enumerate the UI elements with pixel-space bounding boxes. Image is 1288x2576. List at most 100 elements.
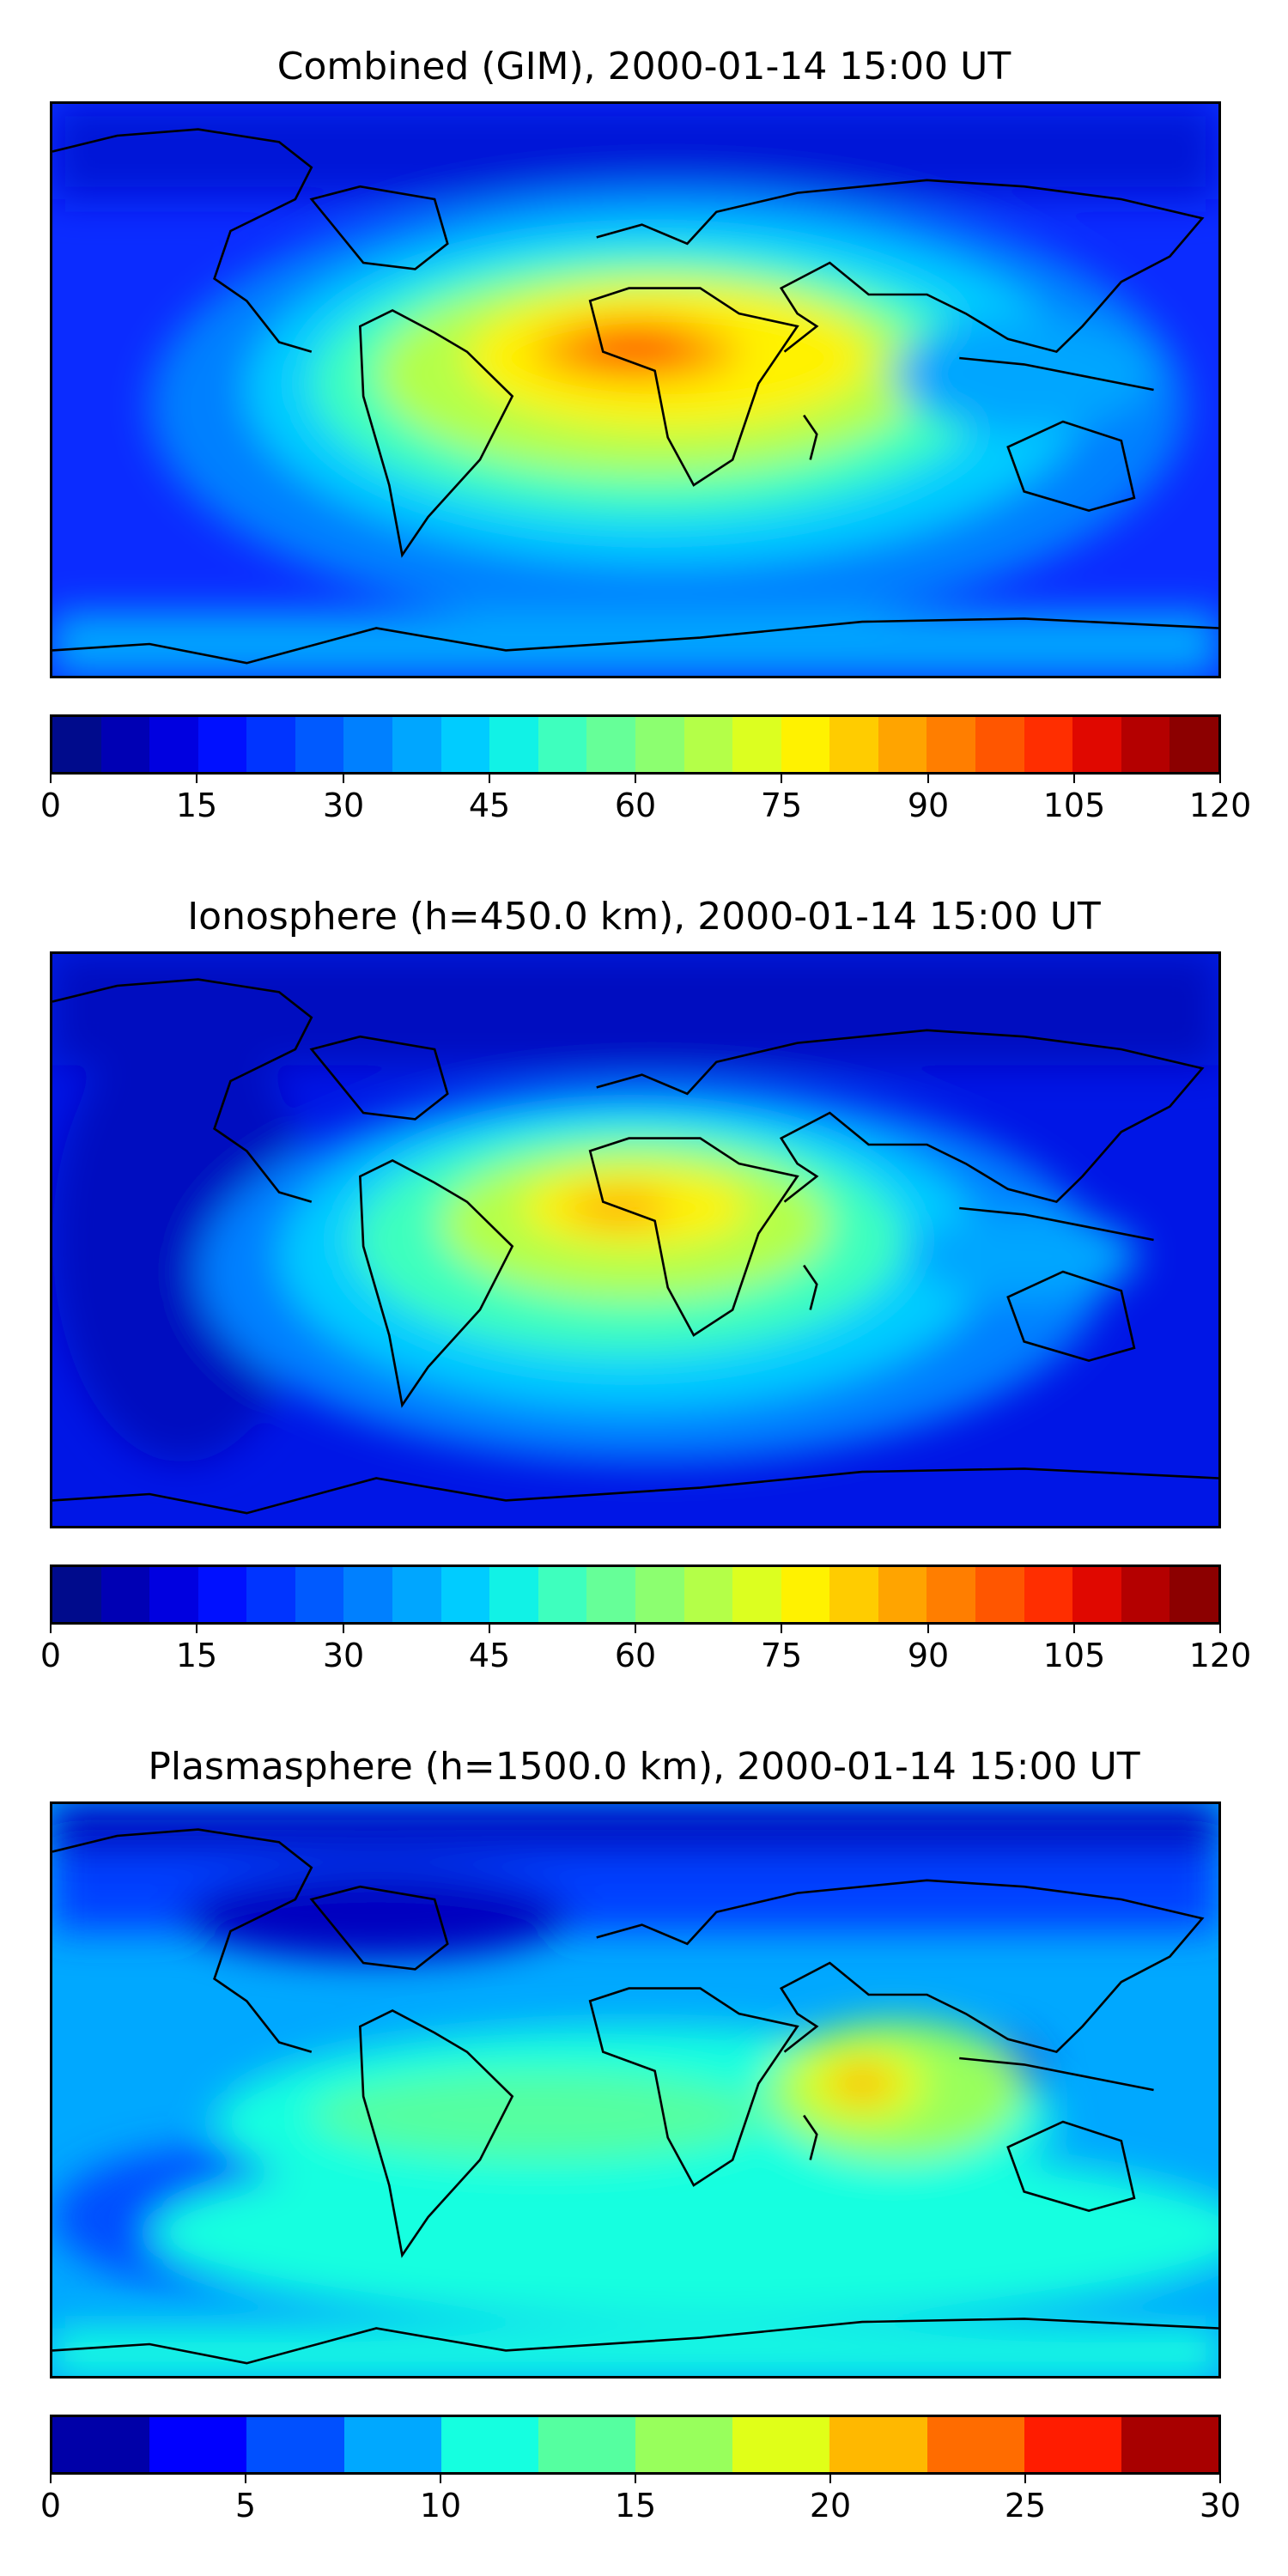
colorbar-tick-label: 90 (907, 1637, 950, 1674)
colorbar-segment (149, 717, 198, 772)
colorbar-segment (246, 717, 295, 772)
colorbar-tick-label: 5 (234, 2487, 257, 2524)
colorbar-segment (1170, 1567, 1218, 1622)
colorbar-tick-label: 60 (614, 1637, 657, 1674)
colorbar-segment (927, 1567, 975, 1622)
colorbar-segment (246, 2417, 344, 2472)
colorbar-segment (829, 717, 878, 772)
colorbar-segment (975, 717, 1024, 772)
colorbar-segment (732, 717, 781, 772)
colorbar-tick-label: 120 (1188, 1637, 1252, 1674)
map-combined-gim (50, 101, 1221, 678)
colorbar-segment (683, 717, 733, 772)
colorbar-tick (927, 775, 929, 783)
colorbar-segment (149, 2417, 247, 2472)
colorbar-tick (1219, 1625, 1221, 1633)
colorbar-segment (732, 1567, 781, 1622)
colorbar-tick-label: 75 (760, 787, 803, 824)
colorbar-segment (538, 1567, 587, 1622)
colorbar-segment (440, 1567, 490, 1622)
map-ionosphere (50, 951, 1221, 1528)
colorbar-tick (1024, 2475, 1026, 2483)
colorbar-segment (732, 2417, 830, 2472)
colorbar-tick (1073, 1625, 1075, 1633)
colorbar-tick-label: 20 (809, 2487, 852, 2524)
colorbar-tick-label: 105 (1042, 787, 1106, 824)
colorbar-segment (1170, 717, 1218, 772)
colorbar-segment (538, 717, 587, 772)
colorbar-plasmasphere (50, 2415, 1221, 2475)
colorbar-tick (927, 1625, 929, 1633)
colorbar-tick (50, 1625, 52, 1633)
colorbar-segment (781, 1567, 830, 1622)
colorbar-tick-label: 30 (322, 1637, 365, 1674)
colorbar-segment (635, 2417, 733, 2472)
colorbar-segment (1121, 717, 1170, 772)
colorbar-segment (1024, 2417, 1121, 2472)
colorbar-segment (197, 1567, 247, 1622)
colorbar-tick-label: 90 (907, 787, 950, 824)
colorbar-segment (295, 1567, 344, 1622)
colorbar-segment (683, 1567, 733, 1622)
colorbar-segment (246, 1567, 295, 1622)
colorbar-segment (343, 717, 393, 772)
colorbar-segment (878, 717, 927, 772)
colorbar-segment (1024, 1567, 1073, 1622)
tec-contour-map (52, 104, 1218, 676)
colorbar-tick (829, 2475, 831, 2483)
colorbar-tick (343, 1625, 344, 1633)
colorbar-tick-label: 105 (1042, 1637, 1106, 1674)
colorbar-tick (50, 2475, 52, 2483)
panel-title-plasmasphere: Plasmasphere (h=1500.0 km), 2000-01-14 1… (148, 1745, 1140, 1789)
colorbar-tick-label: 0 (39, 2487, 62, 2524)
colorbar-tick (781, 1625, 782, 1633)
colorbar-tick (781, 775, 782, 783)
colorbar-tick-label: 25 (1004, 2487, 1047, 2524)
colorbar-segment (52, 2417, 150, 2472)
colorbar-segment (1024, 717, 1073, 772)
colorbar-segment (927, 717, 975, 772)
colorbar-tick-label: 15 (175, 787, 218, 824)
colorbar-tick (196, 1625, 197, 1633)
colorbar-segment (927, 2417, 1024, 2472)
colorbar-segment (392, 717, 441, 772)
colorbar-tick-label: 10 (419, 2487, 462, 2524)
colorbar-segment (52, 1567, 101, 1622)
colorbar-tick-label: 120 (1188, 787, 1252, 824)
colorbar-tick-label: 0 (39, 787, 62, 824)
colorbar-segment (829, 1567, 878, 1622)
colorbar-tick (489, 775, 490, 783)
colorbar-segment (1121, 1567, 1170, 1622)
colorbar-ticks-combined: 0 15 30 45 60 75 90 105 120 (40, 775, 1251, 826)
colorbar-segment (975, 1567, 1024, 1622)
colorbar-segment (538, 2417, 636, 2472)
colorbar-tick-label: 15 (614, 2487, 657, 2524)
colorbar-tick (1219, 775, 1221, 783)
colorbar-segment (829, 2417, 927, 2472)
colorbar-segment (52, 717, 101, 772)
colorbar-segment (440, 717, 490, 772)
colorbar-ionosphere (50, 1564, 1221, 1625)
colorbar-tick-label: 30 (1199, 2487, 1242, 2524)
colorbar-segment (1072, 717, 1121, 772)
colorbar-segment (343, 2417, 441, 2472)
colorbar-tick (50, 775, 52, 783)
colorbar-combined (50, 714, 1221, 775)
colorbar-tick-label: 60 (614, 787, 657, 824)
colorbar-segment (586, 1567, 635, 1622)
colorbar-segment (878, 1567, 927, 1622)
colorbar-segment (100, 717, 150, 772)
colorbar-tick-label: 0 (39, 1637, 62, 1674)
colorbar-segment (295, 717, 344, 772)
tec-contour-map (52, 954, 1218, 1526)
colorbar-segment (635, 717, 684, 772)
colorbar-tick (1219, 2475, 1221, 2483)
colorbar-tick (245, 2475, 246, 2483)
colorbar-tick (440, 2475, 441, 2483)
colorbar-segment (100, 1567, 150, 1622)
colorbar-segment (197, 717, 247, 772)
colorbar-tick (489, 1625, 490, 1633)
colorbar-tick-label: 45 (468, 787, 511, 824)
colorbar-segment (149, 1567, 198, 1622)
panel-title-combined: Combined (GIM), 2000-01-14 15:00 UT (276, 45, 1012, 88)
